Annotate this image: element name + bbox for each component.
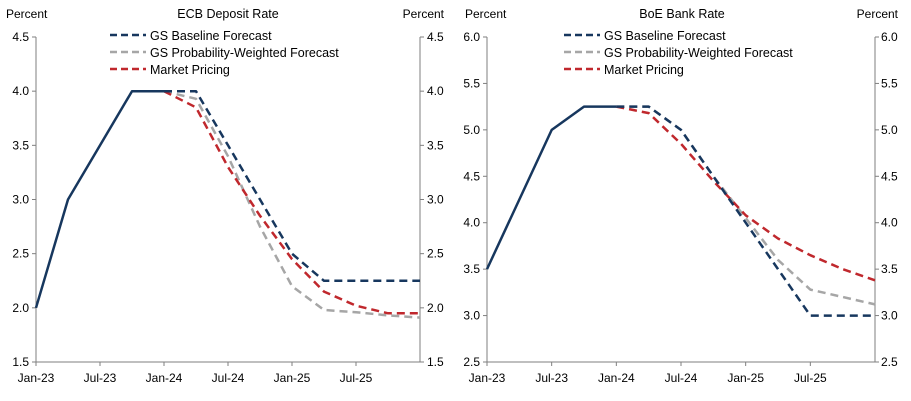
boe-left-axis-unit: Percent [465, 7, 507, 21]
ecb-left-y-tick-label: 2.5 [12, 247, 29, 261]
ecb-legend-item-market-pricing: Market Pricing [110, 63, 230, 77]
boe-x-tick-label: Jul-24 [665, 371, 698, 385]
ecb-right-y-tick-label: 4.5 [427, 30, 444, 44]
ecb-chart-title: ECB Deposit Rate [177, 7, 278, 21]
ecb-legend-label-probability-weighted: GS Probability-Weighted Forecast [150, 46, 339, 60]
boe-legend-label-market-pricing: Market Pricing [604, 63, 684, 77]
boe-legend: GS Baseline Forecast GS Probability-Weig… [564, 29, 793, 77]
ecb-legend: GS Baseline Forecast GS Probability-Weig… [110, 29, 339, 77]
ecb-right-y-tick-label: 2.5 [427, 247, 444, 261]
boe-x-tick-label: Jan-24 [598, 371, 635, 385]
ecb-left-y-tick-label: 1.5 [12, 355, 29, 369]
ecb-right-y-tick-label: 2.0 [427, 301, 444, 315]
ecb-left-y-tick-label: 4.5 [12, 30, 29, 44]
boe-right-y-tick-label: 4.5 [881, 169, 898, 183]
boe-series-line-actual [485, 105, 617, 270]
boe-x-tick-label: Jan-25 [727, 371, 764, 385]
ecb-left-y-tick-label: 3.0 [12, 193, 29, 207]
boe-series-line-baseline [616, 105, 875, 317]
boe-right-axis-unit: Percent [857, 7, 899, 21]
ecb-x-tick-label: Jan-23 [18, 371, 55, 385]
boe-legend-item-baseline: GS Baseline Forecast [564, 29, 726, 43]
boe-chart-title: BoE Bank Rate [639, 7, 725, 21]
boe-x-tick-label: Jul-25 [794, 371, 827, 385]
ecb-x-tick-label: Jul-25 [340, 371, 373, 385]
ecb-x-tick-label: Jan-25 [274, 371, 311, 385]
boe-left-y-tick-label: 6.0 [463, 30, 480, 44]
boe-left-y-tick-label: 2.5 [463, 355, 480, 369]
ecb-right-y-tick-label: 1.5 [427, 355, 444, 369]
ecb-right-y-tick-label: 3.0 [427, 193, 444, 207]
boe-legend-item-probability-weighted: GS Probability-Weighted Forecast [564, 46, 793, 60]
ecb-chart-panel: ECB Deposit Rate Percent Percent GS Base… [6, 7, 445, 385]
ecb-x-tick-label: Jul-24 [212, 371, 245, 385]
ecb-right-y-tick-label: 4.0 [427, 84, 444, 98]
ecb-legend-item-baseline: GS Baseline Forecast [110, 29, 272, 43]
boe-x-tick-label: Jul-23 [535, 371, 568, 385]
boe-series-line-market-pricing [616, 105, 876, 282]
ecb-series-line-actual [34, 89, 164, 309]
boe-right-y-tick-label: 5.5 [881, 76, 898, 90]
boe-legend-item-market-pricing: Market Pricing [564, 63, 684, 77]
boe-right-y-tick-label: 3.5 [881, 262, 898, 276]
boe-series-line-probability-weighted [616, 105, 876, 306]
ecb-x-tick-label: Jan-24 [146, 371, 183, 385]
boe-right-y-tick-label: 4.0 [881, 216, 898, 230]
ecb-right-y-tick-label: 3.5 [427, 138, 444, 152]
boe-right-y-tick-label: 3.0 [881, 309, 898, 323]
ecb-left-y-tick-label: 4.0 [12, 84, 29, 98]
boe-left-y-tick-label: 5.0 [463, 123, 480, 137]
boe-right-y-tick-label: 2.5 [881, 355, 898, 369]
boe-left-y-tick-label: 4.5 [463, 169, 480, 183]
boe-left-y-tick-label: 3.0 [463, 309, 480, 323]
boe-right-y-tick-label: 6.0 [881, 30, 898, 44]
ecb-left-axis-unit: Percent [6, 7, 48, 21]
boe-left-y-tick-label: 5.5 [463, 76, 480, 90]
ecb-left-y-tick-label: 3.5 [12, 138, 29, 152]
boe-legend-label-probability-weighted: GS Probability-Weighted Forecast [604, 46, 793, 60]
boe-left-y-tick-label: 3.5 [463, 262, 480, 276]
ecb-series-line-probability-weighted [163, 89, 421, 319]
boe-right-y-tick-label: 5.0 [881, 123, 898, 137]
boe-chart-panel: BoE Bank Rate Percent Percent GS Baselin… [463, 7, 898, 385]
ecb-x-tick-label: Jul-23 [84, 371, 117, 385]
ecb-legend-item-probability-weighted: GS Probability-Weighted Forecast [110, 46, 339, 60]
ecb-right-axis-unit: Percent [403, 7, 445, 21]
ecb-series-line-baseline [164, 89, 420, 283]
ecb-legend-label-baseline: GS Baseline Forecast [150, 29, 272, 43]
ecb-series-line-market-pricing [163, 90, 420, 315]
boe-x-tick-label: Jan-23 [469, 371, 506, 385]
ecb-left-y-tick-label: 2.0 [12, 301, 29, 315]
ecb-legend-label-market-pricing: Market Pricing [150, 63, 230, 77]
boe-left-y-tick-label: 4.0 [463, 216, 480, 230]
boe-legend-label-baseline: GS Baseline Forecast [604, 29, 726, 43]
